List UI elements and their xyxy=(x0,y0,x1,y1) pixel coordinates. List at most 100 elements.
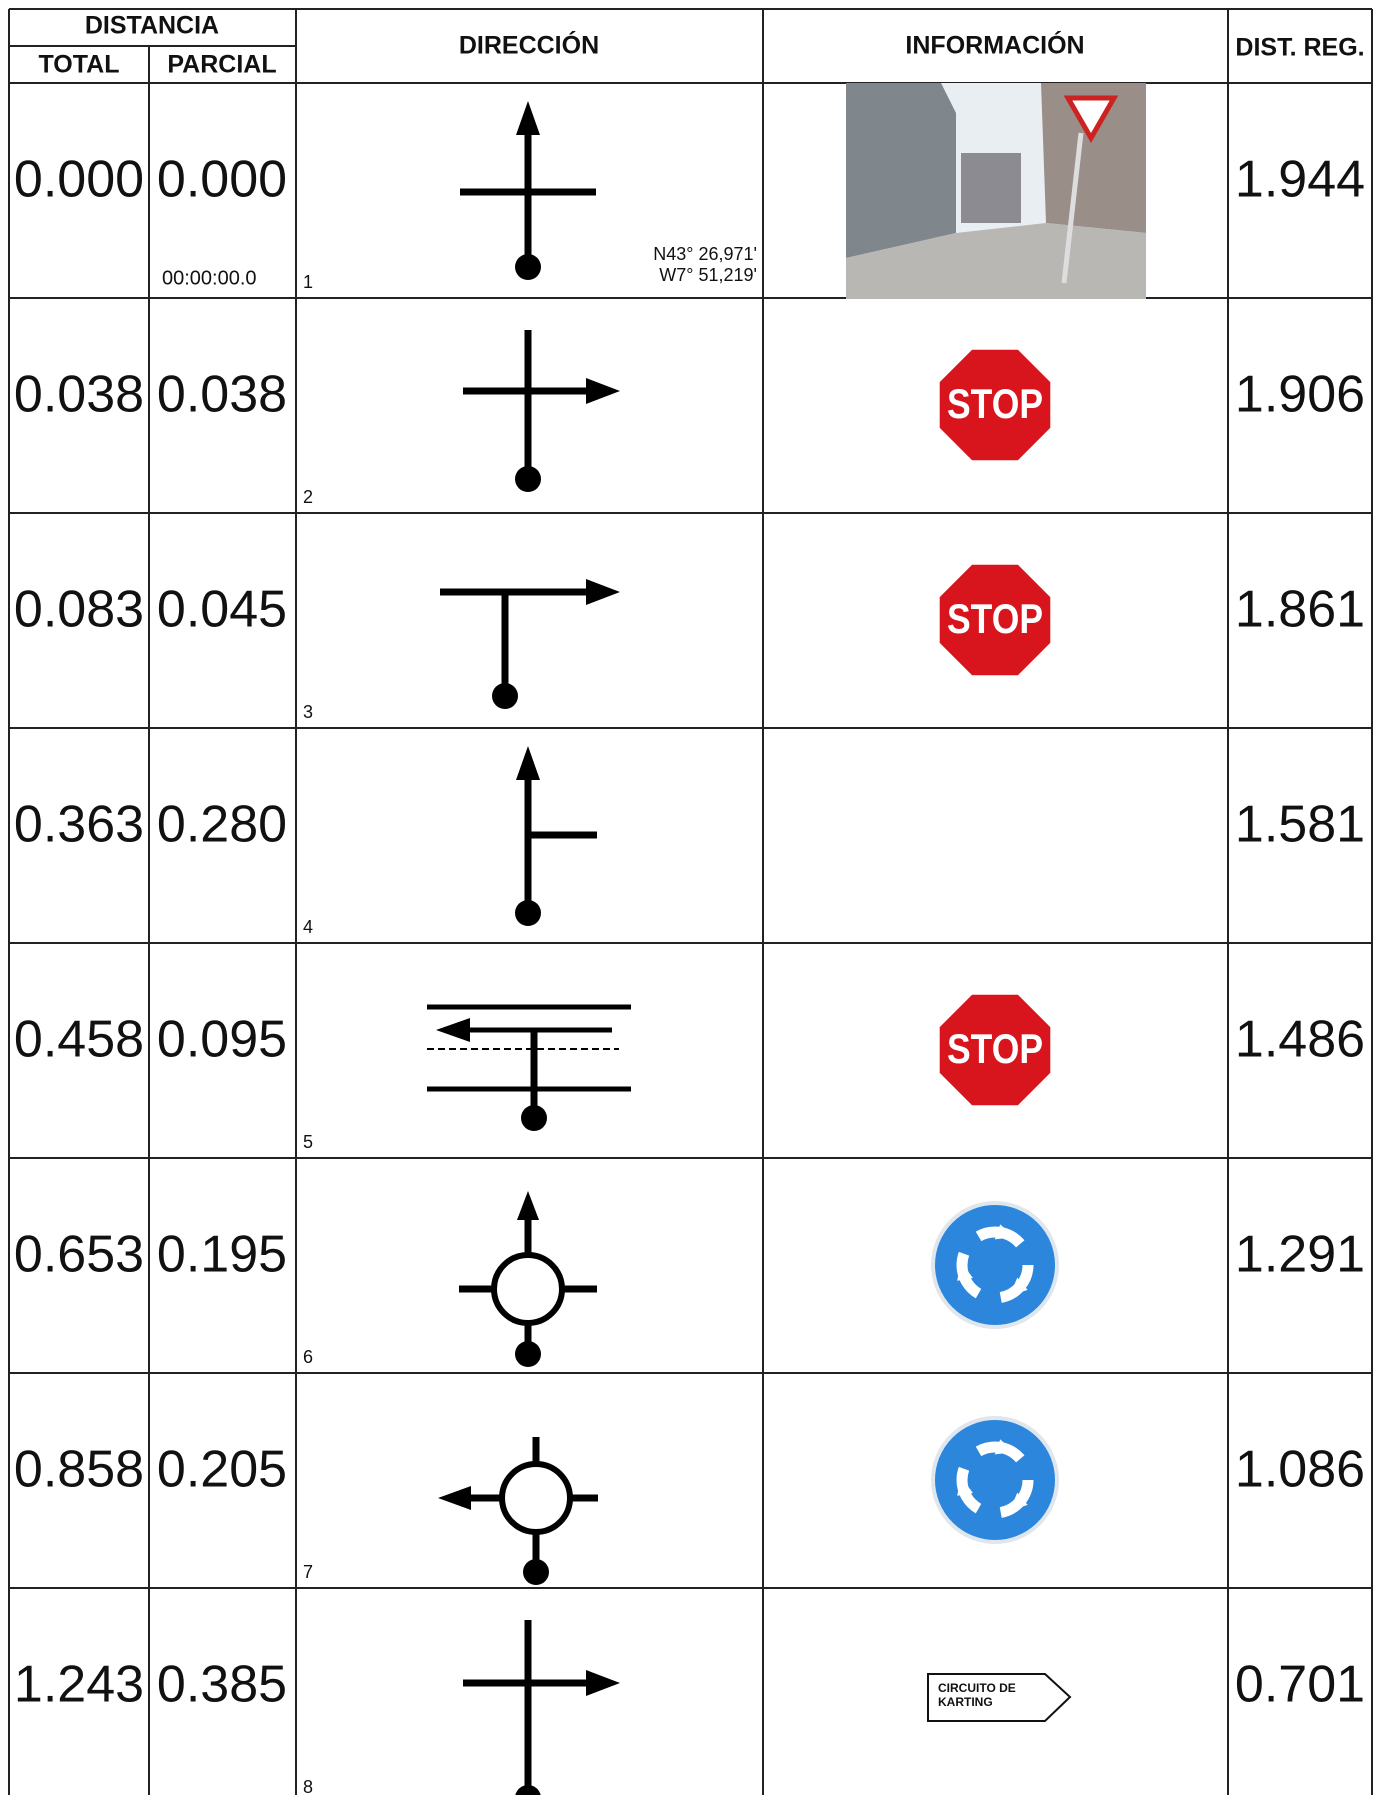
direction-diagram xyxy=(463,1620,620,1795)
roundabout xyxy=(499,1461,573,1535)
roundabout-arrowhead xyxy=(957,1261,973,1281)
step-number: 7 xyxy=(303,1562,313,1582)
photo-part xyxy=(846,83,956,258)
roundabout-arrowhead xyxy=(1009,1492,1028,1512)
start-dot xyxy=(515,900,541,926)
start-dot xyxy=(515,1341,541,1367)
header-distance: DISTANCIA xyxy=(85,12,219,40)
total-distance: 0.858 xyxy=(14,1441,144,1499)
sign-text: CIRCUITO DE xyxy=(938,1681,1016,1695)
coordinate: N43° 26,971' xyxy=(653,244,757,264)
start-dot xyxy=(521,1105,547,1131)
start-dot xyxy=(523,1559,549,1585)
roundabout-arrowhead xyxy=(994,1224,1015,1240)
arrow-head xyxy=(517,1191,539,1220)
direction-diagram xyxy=(438,1437,598,1585)
start-dot xyxy=(492,683,518,709)
direction-diagram xyxy=(459,1191,597,1367)
info-sign: STOP xyxy=(935,345,1055,465)
arrow-head xyxy=(586,1670,620,1696)
stop-text: STOP xyxy=(947,380,1043,427)
roundabout-sign xyxy=(931,1416,1059,1544)
step-number: 3 xyxy=(303,702,313,722)
roadbook-row: 0.038 0.038 1.906 2 STOP xyxy=(14,330,1365,507)
arrow-head xyxy=(436,1018,470,1042)
total-distance: 0.083 xyxy=(14,581,144,639)
photo-part xyxy=(1063,95,1119,144)
direction-sign xyxy=(927,1673,1072,1722)
stop-octagon xyxy=(935,345,1055,465)
roadbook-row: 0.858 0.205 1.086 7 xyxy=(14,1416,1365,1585)
direction-diagram xyxy=(427,1004,631,1131)
header-total: TOTAL xyxy=(38,51,119,79)
step-number: 8 xyxy=(303,1777,313,1795)
dist-reg: 1.861 xyxy=(1235,581,1365,639)
header: DISTANCIA TOTAL PARCIAL DIRECCIÓN INFORM… xyxy=(38,12,1364,79)
roundabout xyxy=(491,1252,565,1326)
info-sign xyxy=(931,1416,1059,1544)
photo-part xyxy=(1061,132,1084,284)
total-distance: 1.243 xyxy=(14,1656,144,1714)
step-number: 1 xyxy=(303,272,313,292)
direction-diagram xyxy=(463,330,620,492)
dist-reg: 1.086 xyxy=(1235,1441,1365,1499)
partial-distance: 0.195 xyxy=(157,1226,287,1284)
total-distance: 0.653 xyxy=(14,1226,144,1284)
direction-diagram xyxy=(460,101,596,280)
partial-distance: 0.205 xyxy=(157,1441,287,1499)
info-sign xyxy=(931,1201,1059,1329)
photo xyxy=(846,83,1146,299)
info-sign: STOP xyxy=(935,990,1055,1110)
direction-diagram xyxy=(515,746,597,926)
roadbook-row: 0.363 0.280 1.581 4 xyxy=(14,746,1365,937)
header-dist-reg: DIST. REG. xyxy=(1235,34,1364,62)
roadbook-row: 0.653 0.195 1.291 6 xyxy=(14,1191,1365,1367)
dist-reg: 1.581 xyxy=(1235,796,1365,854)
partial-distance: 0.045 xyxy=(157,581,287,639)
header-partial: PARCIAL xyxy=(167,51,276,79)
arrow-head xyxy=(586,378,620,404)
step-number: 6 xyxy=(303,1347,313,1367)
dist-reg: 1.906 xyxy=(1235,366,1365,424)
partial-distance: 0.385 xyxy=(157,1656,287,1714)
step-number: 2 xyxy=(303,487,313,507)
roundabout-arrowhead xyxy=(957,1476,973,1496)
direction-diagram xyxy=(440,579,620,709)
start-dot xyxy=(515,254,541,280)
arrow-head xyxy=(516,746,540,780)
start-dot xyxy=(515,1785,541,1795)
dist-reg: 1.486 xyxy=(1235,1011,1365,1069)
roadbook-row: 0.458 0.095 1.486 5 STOP xyxy=(14,990,1365,1152)
partial-distance: 0.280 xyxy=(157,796,287,854)
coordinate: W7° 51,219' xyxy=(659,265,757,285)
roadbook-row: 0.000 0.000 1.944 1 00:00:00.0 N43° 26,971'W7… xyxy=(14,83,1365,299)
photo-part xyxy=(1041,83,1146,233)
start-dot xyxy=(515,466,541,492)
roadbook-row: 0.083 0.045 1.861 3 STOP xyxy=(14,560,1365,722)
arrow-head xyxy=(586,579,620,605)
step-number: 5 xyxy=(303,1132,313,1152)
stop-octagon xyxy=(935,560,1055,680)
header-direction: DIRECCIÓN xyxy=(459,30,599,60)
header-information: INFORMACIÓN xyxy=(905,30,1084,60)
partial-distance: 0.038 xyxy=(157,366,287,424)
roundabout-arrowhead xyxy=(994,1439,1015,1455)
info-sign: STOP xyxy=(935,560,1055,680)
sign-text: KARTING xyxy=(938,1695,993,1709)
roundabout-arrowhead xyxy=(1009,1277,1028,1297)
step-number: 4 xyxy=(303,917,313,937)
stop-text: STOP xyxy=(947,1025,1043,1072)
stop-octagon xyxy=(935,990,1055,1110)
stop-text: STOP xyxy=(947,595,1043,642)
total-distance: 0.038 xyxy=(14,366,144,424)
grid xyxy=(8,8,1373,1795)
arrow-head xyxy=(438,1486,471,1510)
dist-reg: 1.944 xyxy=(1235,151,1365,209)
roundabout-sign xyxy=(931,1201,1059,1329)
dist-reg: 1.291 xyxy=(1235,1226,1365,1284)
total-distance: 0.363 xyxy=(14,796,144,854)
